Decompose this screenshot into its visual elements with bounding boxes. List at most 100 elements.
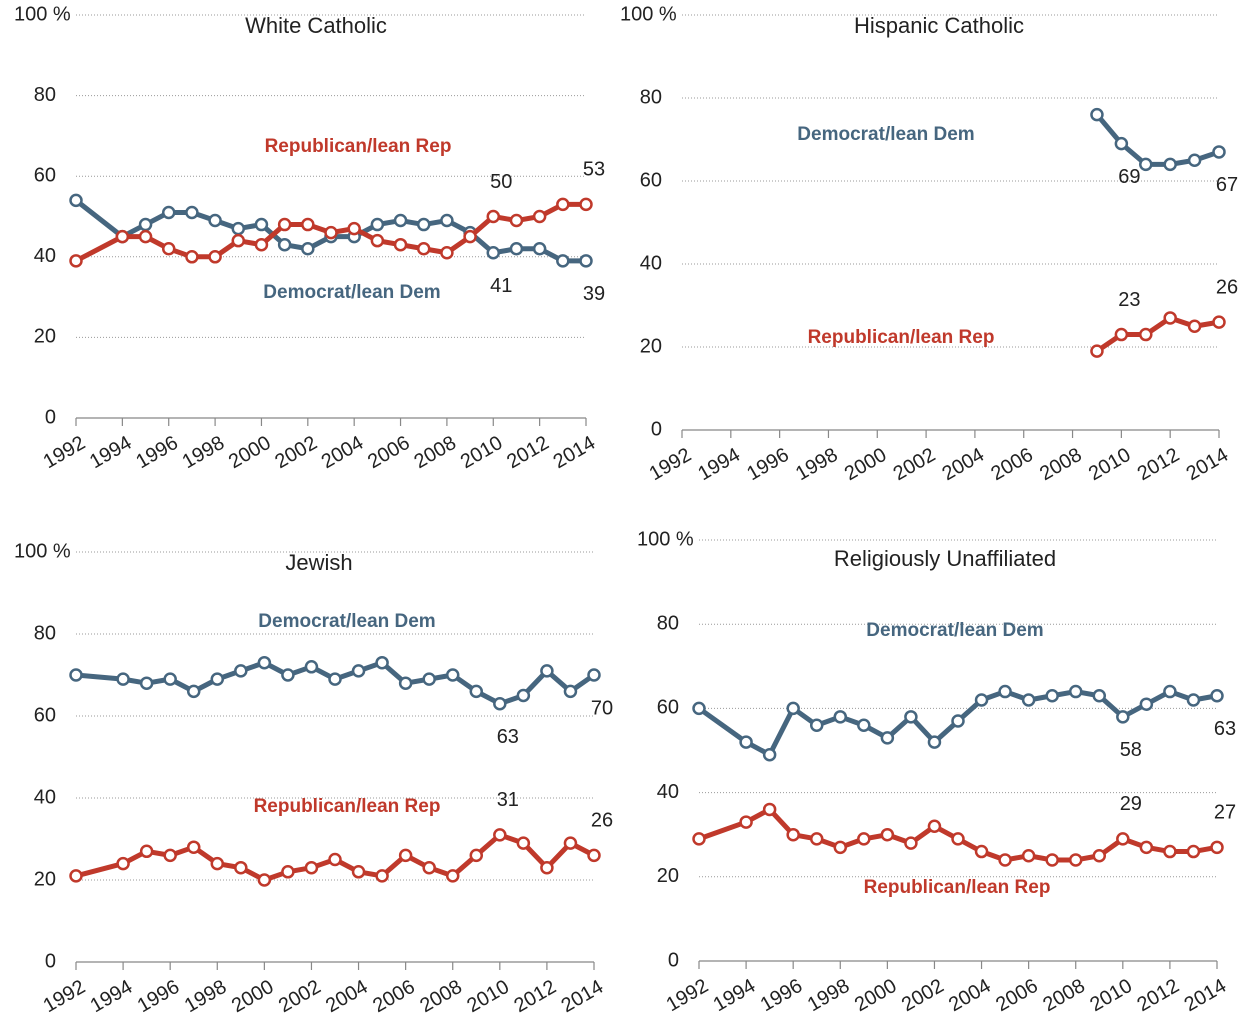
y-tick-label: 0 [668, 949, 679, 971]
data-point [393, 237, 408, 252]
data-point [739, 815, 753, 829]
y-tick-label: 40 [34, 786, 56, 808]
chart-title: Hispanic Catholic [854, 13, 1024, 38]
x-tick-label: 1998 [804, 975, 854, 1016]
data-point [692, 832, 706, 846]
x-tick-label: 2008 [416, 976, 466, 1017]
data-point [116, 672, 130, 686]
data-point [301, 241, 315, 256]
data-point [208, 250, 222, 264]
value-label: 63 [1214, 718, 1236, 740]
data-point [809, 718, 824, 732]
y-tick-label: 20 [640, 335, 662, 357]
x-tick-label: 1994 [87, 976, 137, 1017]
data-point [998, 853, 1012, 867]
data-point [257, 655, 272, 670]
y-tick-label: 80 [657, 612, 679, 634]
data-point [1212, 145, 1226, 159]
data-point [440, 213, 454, 228]
data-point [1068, 853, 1083, 867]
x-tick-label: 2006 [364, 432, 414, 473]
y-tick-label: 60 [657, 697, 679, 719]
data-point [301, 217, 315, 232]
data-point [463, 229, 477, 244]
data-point [556, 254, 570, 268]
data-point [1045, 689, 1059, 703]
data-point [1114, 327, 1129, 342]
x-tick-label: 1996 [743, 444, 793, 485]
data-point [1163, 684, 1177, 699]
data-point [880, 731, 895, 745]
x-tick-label: 2010 [1085, 444, 1135, 485]
series-label: Republican/lean Rep [254, 796, 441, 817]
data-point [833, 710, 848, 724]
data-point [579, 197, 593, 212]
x-tick-label: 2004 [322, 976, 372, 1017]
data-point [370, 233, 385, 248]
data-point [486, 209, 501, 224]
data-point [486, 246, 501, 260]
x-tick-label: 2006 [369, 976, 419, 1017]
data-point [1092, 849, 1107, 863]
y-tick-label: 0 [45, 406, 56, 428]
value-label: 29 [1120, 793, 1142, 815]
data-point [563, 836, 578, 850]
data-point [1139, 697, 1154, 711]
value-label: 26 [1216, 276, 1238, 298]
y-tick-label: 100 % [14, 540, 71, 562]
data-point [328, 672, 342, 686]
y-tick-label: 40 [640, 252, 662, 274]
data-point [347, 221, 361, 236]
data-point [809, 832, 824, 846]
series-label: Democrat/lean Dem [258, 611, 435, 632]
data-point [1163, 157, 1177, 172]
data-point [208, 213, 222, 228]
series-line [697, 689, 1218, 758]
data-point [974, 693, 989, 707]
y-tick-label: 60 [640, 169, 662, 191]
series-label: Democrat/lean Dem [797, 124, 974, 145]
data-point [493, 696, 507, 711]
value-label: 53 [583, 159, 605, 181]
x-tick-label: 1996 [132, 432, 182, 473]
y-tick-label: 0 [651, 418, 662, 440]
y-tick-label: 100 % [637, 528, 694, 550]
data-point [304, 860, 319, 875]
data-point [880, 827, 895, 842]
data-point [739, 735, 753, 749]
data-point [186, 840, 201, 854]
series-line [75, 660, 596, 707]
y-tick-label: 60 [34, 164, 56, 186]
data-point [563, 684, 578, 699]
x-tick-label: 1992 [40, 976, 90, 1017]
value-label: 70 [591, 697, 613, 719]
series-line [75, 832, 596, 883]
data-point [1090, 107, 1104, 122]
data-point [786, 827, 800, 842]
x-tick-label: 1998 [179, 432, 229, 473]
data-point [692, 701, 706, 716]
y-tick-label: 40 [657, 781, 679, 803]
data-point [1187, 153, 1202, 167]
data-point [587, 848, 601, 863]
x-tick-label: 2014 [1181, 975, 1231, 1016]
data-point [328, 852, 342, 867]
data-point [445, 869, 460, 883]
data-point [375, 869, 389, 883]
data-point [69, 254, 83, 268]
data-point [163, 848, 177, 863]
x-tick-label: 2000 [841, 444, 891, 485]
x-tick-label: 2012 [511, 976, 561, 1017]
data-point [138, 229, 153, 244]
x-tick-label: 2010 [1086, 975, 1136, 1016]
x-tick-label: 1998 [181, 976, 231, 1017]
data-point [532, 209, 547, 224]
x-tick-label: 2010 [463, 976, 513, 1017]
x-tick-label: 1996 [757, 975, 807, 1016]
data-point [540, 664, 554, 678]
data-point [1068, 684, 1083, 699]
x-tick-label: 2014 [550, 432, 600, 473]
data-point [974, 844, 989, 859]
x-tick-label: 2004 [945, 975, 995, 1016]
data-point [540, 860, 554, 875]
